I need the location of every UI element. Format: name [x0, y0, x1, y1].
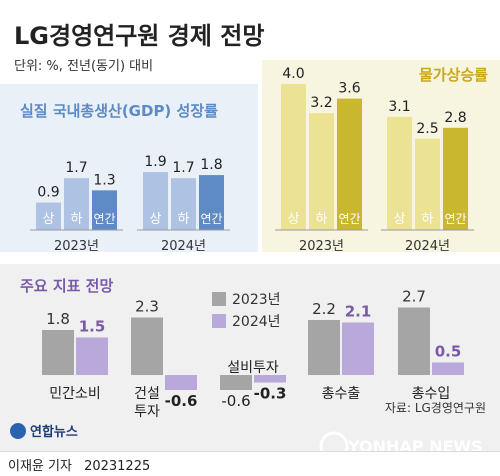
indicator-value-label: 2.2 [312, 300, 336, 318]
cpi-bar [309, 113, 334, 230]
indicator-category-label: 건설 [134, 386, 160, 402]
gdp-group-label: 2024년 [161, 239, 206, 254]
cpi-value-label: 3.1 [388, 99, 410, 115]
cpi-category-label: 상 [394, 212, 406, 227]
gdp-bar [36, 202, 61, 230]
indicator-bar [76, 337, 108, 375]
gdp-category-label: 상 [43, 212, 55, 227]
cpi-bar [443, 127, 468, 230]
gdp-title: 실질 국내총생산(GDP) 성장률 [20, 102, 218, 120]
gdp-bar [143, 172, 168, 230]
legend-label: 2023년 [232, 292, 281, 308]
cpi-value-label: 3.2 [310, 95, 332, 111]
gdp-bar [199, 175, 224, 230]
gdp-category-label: 연간 [93, 212, 115, 226]
footer-bar: 이재윤 기자 20231225 [0, 451, 500, 476]
gdp-category-label: 하 [178, 212, 190, 227]
byline: 이재윤 기자 [8, 459, 72, 474]
cpi-bar [387, 116, 412, 230]
indicator-bar [308, 320, 340, 375]
cpi-group-label: 2024년 [405, 239, 450, 254]
indicator-category-label: 총수출 [322, 386, 361, 402]
logo-text: 연합뉴스 [30, 424, 78, 440]
indicator-value-label: -0.3 [254, 385, 287, 403]
cpi-title: 물가상승률 [419, 66, 488, 84]
indicator-value-label: -0.6 [165, 392, 198, 410]
gdp-value-label: 1.7 [65, 160, 87, 176]
indicator-bar [42, 330, 74, 375]
cpi-value-label: 2.8 [444, 110, 466, 126]
cpi-category-label: 연간 [338, 212, 360, 226]
indicator-value-label: 2.7 [402, 288, 426, 306]
cpi-bar [337, 98, 362, 230]
indicator-category-label: 민간소비 [49, 386, 101, 402]
indicator-value-label: 2.3 [135, 298, 159, 316]
indicator-bar [254, 375, 286, 383]
indicator-title: 주요 지표 전망 [20, 277, 113, 295]
gdp-value-label: 1.7 [172, 160, 194, 176]
cpi-value-label: 3.6 [338, 81, 360, 97]
cpi-category-label: 하 [422, 212, 434, 227]
cpi-category-label: 상 [288, 212, 300, 227]
cpi-bar [415, 138, 440, 230]
indicator-bar [220, 375, 252, 390]
cpi-category-label: 연간 [444, 212, 466, 226]
gdp-bar [64, 178, 89, 230]
source-note: 자료: LG경영연구원 [385, 401, 486, 415]
indicator-value-label: 2.1 [345, 303, 372, 321]
unit-subtitle: 단위: %, 전년(동기) 대비 [14, 59, 153, 74]
cpi-value-label: 2.5 [416, 121, 438, 137]
indicator-bar [131, 317, 163, 375]
cpi-group-label: 2023년 [299, 239, 344, 254]
byline-row: 이재윤 기자 20231225 [8, 455, 158, 474]
indicator-bar [398, 307, 430, 375]
gdp-bar [171, 178, 196, 230]
indicator-bar [165, 375, 197, 390]
cpi-category-label: 하 [316, 212, 328, 227]
page-title: LG경영연구원 경제 전망 [14, 22, 264, 50]
legend-label: 2024년 [232, 314, 281, 330]
publish-date: 20231225 [84, 459, 151, 474]
gdp-value-label: 0.9 [37, 185, 59, 201]
gdp-category-label: 하 [71, 212, 83, 227]
legend-swatch [212, 314, 226, 328]
indicator-bar [432, 362, 464, 375]
gdp-value-label: 1.8 [200, 157, 222, 173]
indicator-value-label: 1.8 [46, 310, 70, 328]
indicator-category-label: 투자 [134, 404, 160, 420]
gdp-group-label: 2023년 [54, 239, 99, 254]
indicator-bar [342, 322, 374, 375]
legend-swatch [212, 292, 226, 306]
logo-icon [10, 423, 26, 439]
gdp-category-label: 상 [150, 212, 162, 227]
cpi-bar [281, 84, 306, 230]
indicator-category-label: 설비투자 [227, 360, 279, 376]
indicator-value-label: 0.5 [435, 343, 462, 361]
gdp-value-label: 1.9 [144, 154, 166, 170]
cpi-value-label: 4.0 [282, 66, 304, 82]
gdp-value-label: 1.3 [93, 172, 115, 188]
gdp-bar [92, 190, 117, 230]
indicator-value-label: 1.5 [79, 318, 106, 336]
indicator-value-label: -0.6 [221, 392, 250, 410]
gdp-category-label: 연간 [200, 212, 222, 226]
indicator-category-label: 총수입 [412, 386, 451, 402]
